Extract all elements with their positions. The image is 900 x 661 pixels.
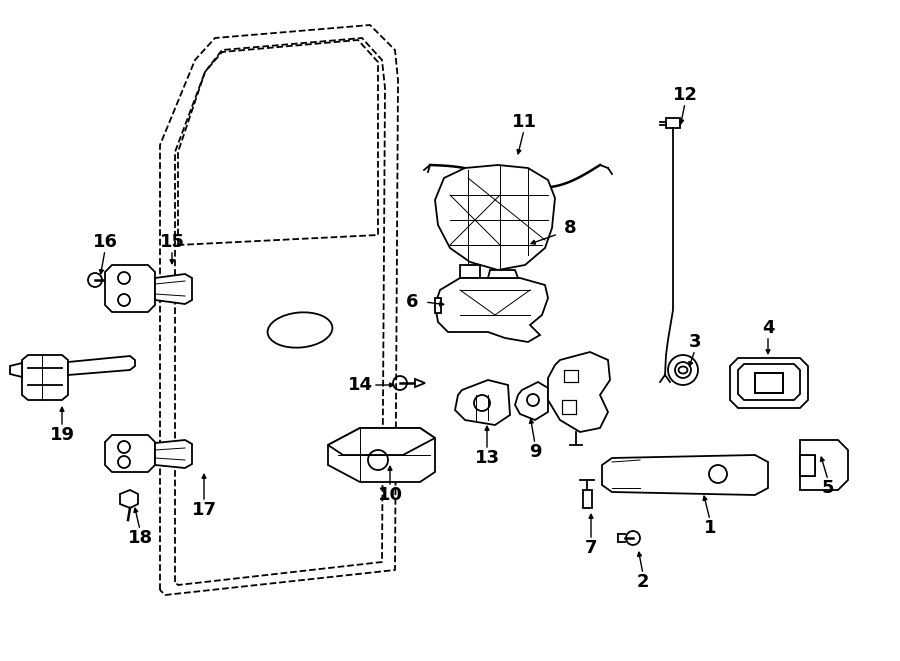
Text: 5: 5: [822, 479, 834, 497]
Polygon shape: [488, 270, 518, 278]
Text: 12: 12: [672, 86, 698, 104]
Polygon shape: [155, 274, 192, 304]
Polygon shape: [455, 380, 510, 425]
Text: 15: 15: [159, 233, 184, 251]
Polygon shape: [564, 370, 578, 382]
Polygon shape: [755, 373, 783, 393]
Text: 17: 17: [192, 501, 217, 519]
Polygon shape: [460, 265, 480, 278]
Text: 2: 2: [637, 573, 649, 591]
Polygon shape: [666, 118, 680, 128]
Text: 4: 4: [761, 319, 774, 337]
Text: 18: 18: [128, 529, 153, 547]
Polygon shape: [562, 400, 576, 414]
Polygon shape: [800, 455, 815, 476]
Polygon shape: [435, 165, 555, 270]
Polygon shape: [155, 440, 192, 468]
Text: 14: 14: [347, 376, 373, 394]
Polygon shape: [10, 363, 22, 377]
Polygon shape: [435, 298, 441, 313]
Polygon shape: [415, 379, 425, 387]
Polygon shape: [602, 455, 768, 495]
Text: 10: 10: [377, 486, 402, 504]
Text: 13: 13: [474, 449, 500, 467]
Polygon shape: [800, 440, 848, 490]
Text: 9: 9: [529, 443, 541, 461]
Polygon shape: [105, 435, 155, 472]
Polygon shape: [328, 428, 435, 482]
Polygon shape: [105, 265, 155, 312]
Polygon shape: [68, 356, 135, 375]
Text: 11: 11: [511, 113, 536, 131]
Polygon shape: [435, 278, 548, 342]
Polygon shape: [730, 358, 808, 408]
Polygon shape: [115, 274, 122, 287]
Text: 1: 1: [704, 519, 716, 537]
Text: 19: 19: [50, 426, 75, 444]
Text: 6: 6: [406, 293, 419, 311]
Polygon shape: [738, 364, 800, 400]
Polygon shape: [120, 490, 138, 508]
Polygon shape: [328, 428, 435, 455]
Polygon shape: [22, 355, 68, 400]
Text: 7: 7: [585, 539, 598, 557]
Polygon shape: [548, 352, 610, 432]
Text: 8: 8: [563, 219, 576, 237]
Text: 3: 3: [688, 333, 701, 351]
Polygon shape: [515, 382, 548, 420]
Text: 16: 16: [93, 233, 118, 251]
Polygon shape: [583, 490, 592, 508]
